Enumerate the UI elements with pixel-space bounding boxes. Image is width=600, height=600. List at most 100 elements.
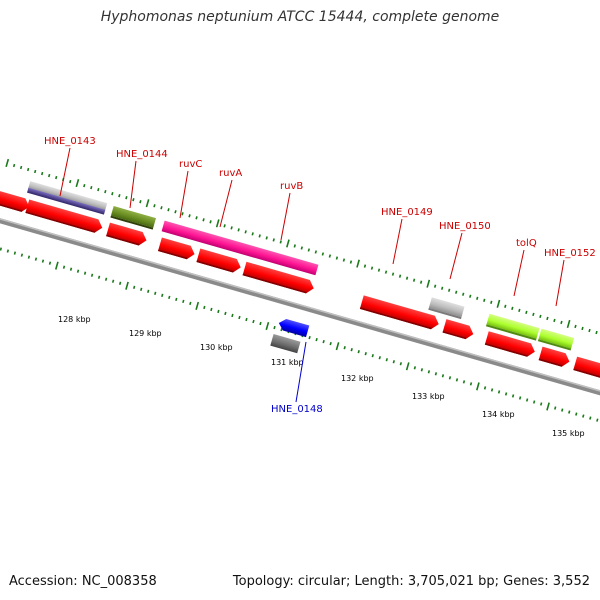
forward-gene-arrows bbox=[0, 190, 600, 385]
outer-tick bbox=[532, 312, 535, 317]
inner-tick bbox=[525, 398, 529, 402]
red-gene-arrow-shadow bbox=[158, 249, 188, 260]
leader-line bbox=[219, 179, 233, 228]
inner-tick bbox=[83, 271, 87, 275]
inner-tick bbox=[568, 410, 571, 414]
feature-hne0150-block[interactable] bbox=[428, 297, 465, 320]
label-ruva[interactable]: ruvA bbox=[219, 168, 242, 179]
outer-tick bbox=[560, 320, 563, 325]
inner-tick bbox=[118, 281, 122, 285]
leader-line bbox=[392, 218, 403, 265]
inner-tick bbox=[343, 346, 346, 350]
outer-tick bbox=[391, 272, 395, 276]
feature-tolq-block[interactable] bbox=[485, 313, 540, 341]
kbp-label-133: 133 kbp bbox=[412, 392, 445, 401]
outer-tick bbox=[153, 204, 156, 208]
label-ruvc[interactable]: ruvC bbox=[179, 159, 202, 170]
label-ruvb[interactable]: ruvB bbox=[280, 181, 303, 192]
outer-tick bbox=[104, 189, 107, 194]
outer-tick bbox=[447, 288, 451, 292]
outer-tick bbox=[139, 200, 142, 204]
outer-tick bbox=[469, 294, 472, 298]
outer-tick bbox=[539, 314, 542, 319]
inner-tick bbox=[385, 358, 388, 362]
inner-tick bbox=[420, 368, 424, 372]
outer-tick bbox=[132, 198, 135, 202]
outer-tick bbox=[462, 292, 465, 296]
inner-tick bbox=[554, 406, 557, 410]
inner-tick bbox=[462, 380, 466, 384]
leader-line bbox=[513, 249, 525, 297]
outer-tick bbox=[440, 286, 444, 290]
outer-tick bbox=[321, 252, 325, 256]
outer-tick bbox=[588, 328, 591, 333]
label-hne0148[interactable]: HNE_0148 bbox=[271, 404, 323, 415]
feature-navy-block[interactable] bbox=[27, 187, 106, 215]
feature-dark-gray-block[interactable] bbox=[270, 334, 301, 354]
inner-tick bbox=[69, 267, 73, 271]
label-hne0144[interactable]: HNE_0144 bbox=[116, 149, 168, 160]
outer-tick bbox=[223, 224, 226, 228]
inner-tick bbox=[455, 378, 459, 382]
inner-tick bbox=[54, 261, 59, 270]
inner-tick bbox=[322, 339, 325, 344]
inner-tick bbox=[62, 265, 66, 269]
inner-tick-row bbox=[0, 247, 599, 422]
outer-tick bbox=[518, 308, 521, 313]
outer-tick bbox=[279, 240, 282, 244]
label-hne0152[interactable]: HNE_0152 bbox=[544, 248, 596, 259]
outer-tick bbox=[476, 296, 479, 300]
inner-tick bbox=[441, 374, 445, 378]
outer-tick bbox=[75, 179, 80, 188]
inner-tick bbox=[589, 416, 592, 420]
red-gene-arrow-shadow bbox=[106, 234, 140, 246]
outer-tick bbox=[490, 300, 493, 304]
inner-tick bbox=[217, 309, 220, 314]
inner-tick bbox=[224, 311, 227, 316]
label-tolq[interactable]: tolQ bbox=[516, 238, 537, 249]
inner-tick bbox=[111, 279, 115, 283]
inner-tick bbox=[6, 249, 10, 253]
outer-tick bbox=[496, 299, 501, 308]
outer-tick bbox=[300, 246, 303, 250]
kbp-label-135: 135 kbp bbox=[552, 429, 585, 438]
inner-tick bbox=[76, 269, 80, 273]
label-hne0150[interactable]: HNE_0150 bbox=[439, 221, 491, 232]
inner-tick bbox=[413, 366, 417, 370]
feature-magenta-block[interactable] bbox=[161, 220, 319, 276]
feature-gray-block[interactable] bbox=[28, 181, 108, 211]
inner-tick bbox=[315, 337, 318, 342]
outer-tick bbox=[433, 284, 437, 288]
outer-tick bbox=[244, 230, 247, 234]
feature-hne0148-arrow[interactable] bbox=[277, 317, 310, 338]
inner-tick bbox=[448, 376, 452, 380]
outer-tick bbox=[504, 304, 507, 308]
outer-tick bbox=[314, 250, 318, 254]
inner-tick bbox=[41, 259, 45, 263]
label-hne0143[interactable]: HNE_0143 bbox=[44, 136, 96, 147]
inner-tick bbox=[469, 382, 473, 386]
inner-tick bbox=[161, 293, 164, 298]
red-gene-arrow-shadow bbox=[573, 368, 600, 385]
inner-tick bbox=[476, 382, 480, 391]
outer-tick bbox=[12, 163, 16, 168]
inner-tick bbox=[427, 370, 431, 374]
outer-tick bbox=[26, 167, 30, 172]
outer-tick bbox=[195, 216, 198, 220]
outer-tick bbox=[574, 324, 577, 329]
red-gene-arrow-shadow bbox=[484, 343, 528, 357]
label-hne0149[interactable]: HNE_0149 bbox=[381, 207, 433, 218]
inner-tick bbox=[335, 342, 340, 351]
outer-tick bbox=[48, 173, 51, 178]
outer-tick bbox=[546, 316, 549, 321]
inner-tick bbox=[539, 402, 543, 406]
feature-hne0152-block[interactable] bbox=[537, 328, 575, 351]
outer-tick bbox=[90, 185, 93, 190]
inner-tick bbox=[308, 335, 311, 340]
inner-tick bbox=[20, 253, 24, 257]
inner-tick bbox=[147, 289, 150, 293]
feature-hne0144-block[interactable] bbox=[110, 206, 156, 230]
inner-tick bbox=[231, 313, 234, 318]
inner-tick bbox=[329, 341, 332, 346]
